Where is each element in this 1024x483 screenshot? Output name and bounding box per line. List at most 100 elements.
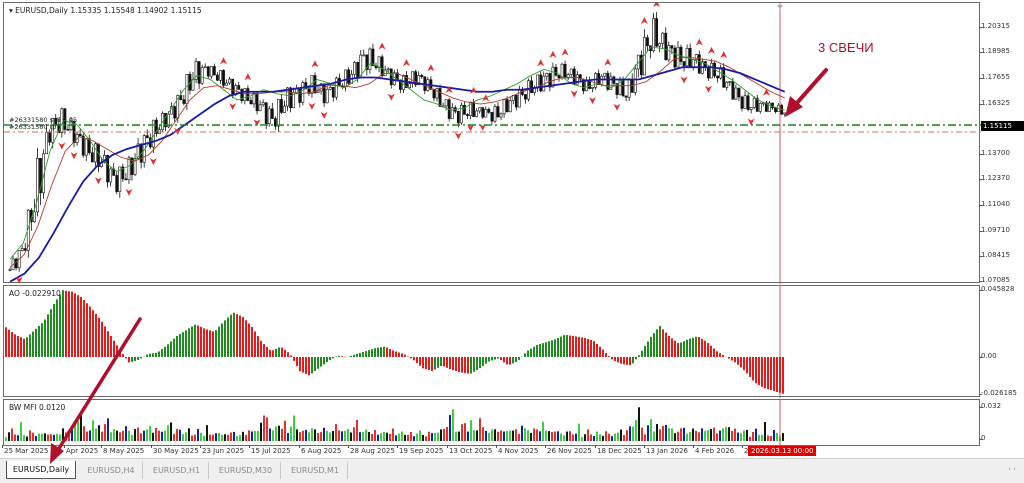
candle <box>591 87 594 93</box>
candle <box>133 153 137 177</box>
candle <box>444 99 448 111</box>
candle <box>420 73 424 79</box>
candle <box>524 94 527 104</box>
ao-tick: 0.00 <box>979 352 997 360</box>
candle <box>334 76 338 101</box>
time-axis[interactable]: 25 Mar 2025 Apr 2025 8 May 2025 30 May 2… <box>1 445 980 457</box>
candle <box>225 79 228 86</box>
candle <box>673 45 677 71</box>
candle <box>255 92 259 115</box>
price-tick: 1.18985 <box>979 47 1010 55</box>
bw-mfi-pane[interactable]: BW MFI 0.0120 <box>3 399 980 447</box>
candle <box>368 47 372 74</box>
fractal-up-icon <box>640 17 648 25</box>
tp-order-label[interactable]: #26331580 tp <box>9 123 57 131</box>
fractal-up-icon <box>762 88 770 96</box>
tab-eurusd-m30[interactable]: EURUSD,M30 <box>211 462 281 479</box>
fractal-up-icon <box>720 51 728 59</box>
candle <box>585 76 588 92</box>
price-axis[interactable]: 1.20315 1.18985 1.17655 1.16325 1.13700 … <box>979 2 1024 284</box>
ao-axis: 0.045828 0.00 -0.026185 <box>978 285 1024 397</box>
tab-eurusd-daily[interactable]: EURUSD,Daily <box>6 461 76 479</box>
candle <box>691 58 695 71</box>
candle <box>496 102 500 118</box>
candle <box>475 108 479 118</box>
time-tick: 30 May 2025 <box>151 445 199 455</box>
candle <box>273 116 277 130</box>
candle <box>438 84 442 107</box>
fractal-down-icon <box>253 119 261 127</box>
fractal-up-icon <box>220 57 227 65</box>
candle <box>563 60 567 79</box>
candle <box>414 69 418 87</box>
candle <box>542 71 546 92</box>
candle <box>276 99 280 133</box>
candle <box>664 27 668 61</box>
candle <box>749 107 753 114</box>
candle <box>752 96 756 110</box>
fractal-up-icon <box>403 59 410 67</box>
tab-eurusd-h1[interactable]: EURUSD,H1 <box>145 462 209 479</box>
tab-scroll-arrows-icon[interactable]: ‹ › <box>1008 465 1016 473</box>
candle <box>26 208 30 258</box>
candlestick-chart[interactable] <box>4 3 981 284</box>
candle <box>194 58 198 84</box>
candle <box>179 89 183 101</box>
candle <box>737 87 741 102</box>
fractal-up-icon <box>445 85 453 93</box>
candle <box>731 77 735 100</box>
candle <box>362 49 366 57</box>
candle <box>164 113 167 132</box>
candle <box>81 133 85 158</box>
candle <box>536 74 540 92</box>
time-tick: 18 Dec 2025 <box>595 445 642 455</box>
candle <box>84 138 88 161</box>
fractal-down-icon <box>387 93 395 101</box>
candle <box>51 117 55 149</box>
candle <box>127 155 131 184</box>
candle <box>639 50 643 80</box>
time-tick: Apr 2025 <box>63 445 99 455</box>
fractal-up-icon <box>311 60 319 68</box>
tab-eurusd-h4[interactable]: EURUSD,H4 <box>80 462 143 479</box>
candle <box>554 64 558 77</box>
candle <box>136 138 140 160</box>
candle <box>658 42 662 53</box>
candle <box>87 134 91 156</box>
candle <box>606 70 610 92</box>
candle <box>667 41 671 62</box>
candle <box>642 29 646 76</box>
candle <box>688 43 692 68</box>
candle <box>106 154 110 188</box>
current-price-tag: 1.15115 <box>981 121 1024 131</box>
candle <box>716 75 720 83</box>
candle <box>371 43 375 66</box>
time-tick: 19 Sep 2025 <box>396 445 444 455</box>
candle <box>280 94 283 115</box>
candle <box>139 143 143 169</box>
candle <box>493 104 497 124</box>
collapse-triangle-icon[interactable]: ▾ <box>9 6 13 15</box>
price-tick: 1.09710 <box>979 226 1010 234</box>
fractal-down-icon <box>58 142 66 150</box>
price-chart-pane[interactable]: ▾ EURUSD,Daily 1.15335 1.15548 1.14902 1… <box>3 2 981 284</box>
candle <box>435 87 439 102</box>
candle <box>740 95 744 112</box>
candle <box>484 106 488 118</box>
candle <box>530 76 533 93</box>
fractal-up-icon <box>537 59 545 67</box>
candle <box>432 88 436 102</box>
candle <box>90 146 94 163</box>
candle <box>514 94 518 111</box>
candle <box>459 102 463 125</box>
candle <box>774 107 777 114</box>
candle <box>222 69 225 88</box>
tab-eurusd-m1[interactable]: EURUSD,M1 <box>283 462 348 479</box>
candle <box>228 77 232 85</box>
awesome-oscillator-pane[interactable]: AO -0.022910 <box>3 285 980 398</box>
candle <box>481 106 485 119</box>
chart-tab-bar: EURUSD,Daily EURUSD,H4 EURUSD,H1 EURUSD,… <box>0 458 1024 483</box>
sell-order-label[interactable]: #26331580 sell 0.05 <box>9 116 78 124</box>
fractal-down-icon <box>174 127 182 135</box>
candle <box>14 257 18 271</box>
